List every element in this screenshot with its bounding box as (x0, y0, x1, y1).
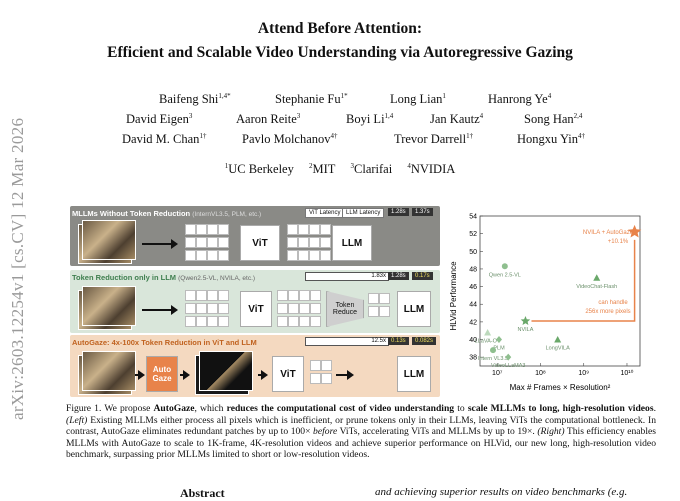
abstract-heading: Abstract (180, 486, 225, 500)
panel2-speedup-bar: 1.83x (305, 272, 389, 281)
panel3-vit-time: 0.13s (388, 337, 409, 345)
data-point (505, 353, 512, 361)
arrow (142, 305, 178, 315)
author: Baifeng Shi1,4* (159, 91, 231, 106)
y-tick-label: 46 (469, 284, 477, 291)
scaling-arrow (531, 239, 636, 322)
author: Hongxu Yin4† (517, 131, 585, 146)
video-frames (82, 220, 136, 260)
abstract-snippet: and achieving superior results on video … (375, 486, 628, 498)
point-label: LongVILA (546, 346, 570, 352)
affiliation: 1UC Berkeley (224, 161, 294, 176)
arrow (258, 370, 268, 380)
author: David Eigen3 (126, 111, 193, 126)
panel2-title: Token Reduction only in LLM (Qwen2.5-VL,… (72, 273, 256, 282)
affiliation: 4NVIDIA (407, 161, 456, 176)
data-point (496, 336, 503, 344)
point-label: VideoChat-Flash (576, 284, 617, 290)
annotation-gain: +10.1% (608, 239, 629, 245)
data-point (593, 274, 601, 281)
data-point (484, 328, 492, 336)
y-tick-label: 52 (469, 231, 477, 238)
paper-title-line1: Attend Before Attention: (257, 20, 423, 37)
llm-block: LLM (397, 356, 431, 392)
affiliations: 1UC Berkeley 2MIT 3Clarifai 4NVIDIA (0, 162, 680, 177)
vit-block: ViT (240, 291, 272, 327)
data-point (627, 224, 642, 238)
panel3-llm-time: 0.082s (412, 337, 437, 345)
x-tick-label: 10¹⁰ (621, 369, 634, 377)
arrow (180, 370, 190, 380)
panel3-speedup-bar: 12.5x (305, 337, 389, 346)
legend-vit-latency: ViT Latency (305, 208, 345, 218)
figure-caption: Figure 1. We propose AutoGaze, which red… (66, 403, 656, 461)
data-point (554, 336, 562, 343)
panel2-llm-time: 0.17s (412, 272, 433, 280)
legend-llm-latency: LLM Latency (342, 208, 385, 218)
hlvid-scatter-chart: 38 40 42 44 46 48 50 52 54 10⁷ 10⁸ 10⁹ 10¹⁰ Qwen 2.… (449, 214, 642, 392)
annotation-can-handle: can handle (598, 300, 628, 306)
autogaze-block: Auto Gaze (146, 356, 178, 392)
arrow (135, 370, 145, 380)
llm-block: LLM (397, 291, 431, 327)
point-label: LLaVA-OV (475, 338, 501, 344)
point-label: Intern VL3.5 (478, 356, 508, 362)
point-label: NVILA (518, 327, 534, 333)
author: Aaron Reite3 (236, 111, 301, 126)
point-label: VideoLLaMA3 (491, 363, 525, 369)
token-grid (185, 224, 229, 261)
llm-block: LLM (332, 225, 372, 261)
y-tick-label: 54 (469, 214, 477, 221)
token-grid (287, 224, 331, 261)
paper-title-line2: Efficient and Scalable Video Understandi… (107, 44, 573, 61)
x-axis-label: Max # Frames × Resolution² (510, 383, 611, 392)
author: Pavlo Molchanov4† (242, 131, 338, 146)
affiliation: 3Clarifai (350, 161, 393, 176)
y-tick-label: 44 (469, 302, 477, 309)
arrow (336, 370, 354, 380)
panel1-vit-time: 1.28s (388, 208, 409, 216)
annotation-more-pixels: 256x more pixels (585, 309, 630, 315)
video-frames (82, 286, 136, 326)
y-tick-label: 38 (469, 355, 477, 362)
y-tick-label: 48 (469, 266, 477, 273)
affiliation: 2MIT (308, 161, 336, 176)
x-tick-label: 10⁹ (578, 370, 589, 377)
data-point (501, 263, 508, 270)
arrow (142, 239, 178, 249)
token-grid (185, 290, 229, 327)
panel3-title: AutoGaze: 4x-100x Token Reduction in ViT… (72, 338, 257, 347)
author: Hanrong Ye4 (488, 91, 552, 106)
y-axis-label: HLVid Performance (449, 261, 458, 331)
video-frames (82, 351, 136, 391)
point-label: PLM (493, 346, 505, 352)
author: David M. Chan1† (122, 131, 207, 146)
arxiv-identifier: arXiv:2603.12254v1 [cs.CV] 12 Mar 2026 (8, 117, 27, 420)
data-point (490, 347, 497, 354)
x-tick-label: 10⁷ (492, 370, 503, 377)
panel1-title: MLLMs Without Token Reduction (InternVL3… (72, 209, 262, 218)
author: Boyi Li1,4 (346, 111, 394, 126)
author: Trevor Darrell1† (394, 131, 474, 146)
annotation-autogaze: NVILA + AutoGaze (583, 230, 634, 236)
x-tick-label: 10⁸ (535, 370, 546, 377)
y-tick-label: 50 (469, 249, 477, 256)
y-tick-label: 42 (469, 319, 477, 326)
vit-block: ViT (272, 356, 304, 392)
y-tick-label: 40 (469, 337, 477, 344)
vit-block: ViT (240, 225, 280, 261)
token-grid (277, 290, 321, 327)
reduced-token-grid (368, 293, 390, 317)
author: Long Lian1 (390, 91, 446, 106)
author: Stephanie Fu1* (275, 91, 348, 106)
panel2-vit-time: 1.28s (388, 272, 409, 280)
point-label: Qwen 2.5-VL (489, 272, 521, 278)
author: Jan Kautz4 (430, 111, 484, 126)
panel1-llm-time: 1.37s (412, 208, 433, 216)
author: Song Han2,4 (524, 111, 583, 126)
author-list: Baifeng Shi1,4* Stephanie Fu1* Long Lian… (60, 0, 640, 160)
gazed-frames (199, 351, 253, 391)
reduced-token-grid (310, 360, 332, 384)
data-point (520, 316, 531, 325)
